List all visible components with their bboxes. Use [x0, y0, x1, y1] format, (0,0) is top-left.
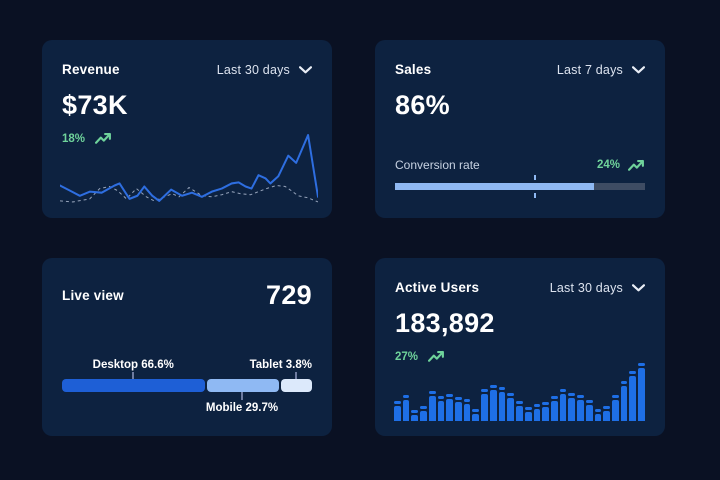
- revenue-line-current: [60, 134, 318, 202]
- bar: [489, 385, 497, 421]
- sales-title: Sales: [395, 62, 432, 77]
- device-split-chart: Desktop 66.6% Tablet 3.8% Mobile 29.7%: [62, 359, 312, 414]
- sales-card-header: Sales Last 7 days: [395, 62, 645, 77]
- conversion-progress-fill: [395, 183, 594, 190]
- active-users-range-label: Last 30 days: [549, 280, 623, 295]
- bar: [481, 389, 488, 421]
- desktop-label: Desktop 66.6%: [92, 359, 174, 371]
- chevron-down-icon: [632, 283, 645, 292]
- live-view-value: 729: [266, 280, 312, 310]
- bar: [463, 399, 471, 421]
- live-view-card: Live view 729 Desktop 66.6% Tablet 3.8% …: [42, 258, 332, 436]
- revenue-range-label: Last 30 days: [216, 62, 290, 77]
- bar: [568, 393, 576, 421]
- revenue-delta-pct: 18%: [62, 132, 86, 145]
- bar: [402, 395, 410, 421]
- conversion-rate-label: Conversion rate: [395, 158, 480, 172]
- desktop-segment: [62, 379, 206, 392]
- bar: [577, 395, 584, 421]
- mobile-tick: [241, 392, 243, 400]
- bar: [411, 410, 419, 421]
- device-split-bar: [62, 379, 312, 392]
- bar: [620, 381, 628, 421]
- bar: [455, 397, 462, 421]
- revenue-line-previous: [60, 184, 318, 203]
- revenue-title: Revenue: [62, 62, 120, 77]
- bar: [638, 363, 645, 421]
- revenue-line-chart: [60, 132, 318, 204]
- conversion-progress-bar: [395, 175, 645, 198]
- progress-marker-bottom: [534, 193, 536, 198]
- bar: [472, 409, 480, 421]
- trending-up-icon: [95, 132, 112, 145]
- bar: [559, 389, 567, 421]
- tablet-tick: [294, 372, 297, 379]
- mobile-label: Mobile 29.7%: [205, 402, 279, 414]
- mobile-segment: [207, 379, 280, 392]
- conversion-rate-row: Conversion rate 24%: [395, 158, 645, 172]
- active-users-card-header: Active Users Last 30 days: [395, 280, 645, 295]
- chevron-down-icon: [299, 65, 312, 74]
- bar: [446, 394, 454, 421]
- tablet-segment: [281, 379, 312, 392]
- sales-delta-pct: 24%: [596, 159, 620, 171]
- trending-up-icon: [428, 350, 445, 363]
- active-users-bar-chart: [394, 355, 645, 421]
- bar: [629, 371, 637, 421]
- trending-up-icon: [628, 159, 645, 172]
- active-users-delta: 27%: [395, 350, 645, 363]
- bar: [394, 401, 401, 421]
- bar: [524, 407, 532, 421]
- sales-range-dropdown[interactable]: Last 7 days: [557, 63, 645, 77]
- bar: [498, 387, 506, 421]
- progress-marker-top: [534, 175, 536, 180]
- desktop-tick: [132, 372, 135, 379]
- bar: [516, 401, 523, 421]
- bar: [437, 396, 445, 421]
- bar: [585, 400, 593, 421]
- sales-card: Sales Last 7 days 86% Conversion rate 24…: [375, 40, 665, 218]
- live-view-card-header: Live view 729: [62, 280, 312, 311]
- revenue-delta: 18%: [62, 132, 312, 145]
- bar: [542, 402, 549, 421]
- revenue-value: $73K: [62, 90, 128, 120]
- bar: [428, 391, 436, 421]
- sales-range-label: Last 7 days: [556, 62, 623, 77]
- active-users-title: Active Users: [395, 280, 480, 295]
- bar: [420, 406, 427, 421]
- sales-delta: 24%: [597, 159, 645, 172]
- revenue-card: Revenue Last 30 days $73K 18%: [42, 40, 332, 218]
- revenue-card-header: Revenue Last 30 days: [62, 62, 312, 77]
- bar: [507, 393, 515, 421]
- active-users-delta-pct: 27%: [395, 350, 419, 363]
- bar: [603, 406, 610, 421]
- revenue-range-dropdown[interactable]: Last 30 days: [217, 63, 312, 77]
- bar: [550, 396, 558, 421]
- active-users-card: Active Users Last 30 days 183,892 27%: [375, 258, 665, 436]
- tablet-label: Tablet 3.8%: [249, 359, 312, 371]
- live-view-title: Live view: [62, 288, 124, 303]
- bar: [594, 409, 602, 421]
- bar: [611, 395, 619, 421]
- sales-value: 86%: [395, 90, 450, 120]
- active-users-value: 183,892: [395, 308, 495, 338]
- bar: [533, 404, 541, 421]
- chevron-down-icon: [632, 65, 645, 74]
- active-users-range-dropdown[interactable]: Last 30 days: [550, 281, 645, 295]
